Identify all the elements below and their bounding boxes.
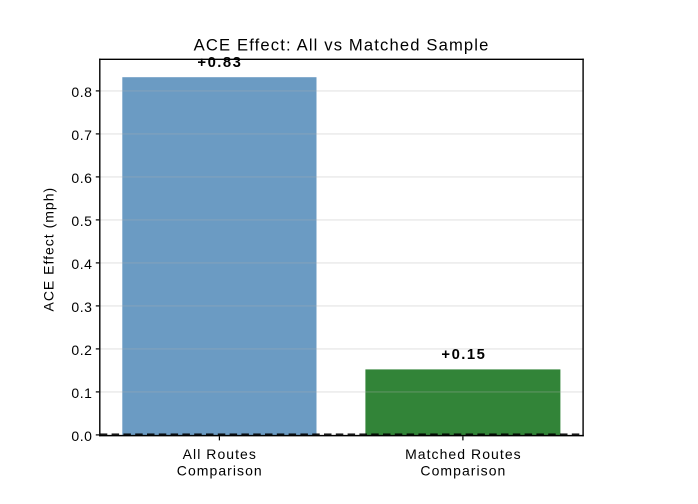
svg-text:0.5: 0.5 [71,213,92,229]
svg-text:0.7: 0.7 [71,127,92,143]
svg-text:0.4: 0.4 [71,256,92,272]
svg-text:0.8: 0.8 [71,84,92,100]
svg-text:+0.15: +0.15 [441,347,486,363]
svg-text:Comparison: Comparison [420,463,506,479]
svg-text:Matched Routes: Matched Routes [405,446,522,462]
svg-text:0.3: 0.3 [71,299,92,315]
svg-text:0.0: 0.0 [71,428,92,444]
svg-text:+0.83: +0.83 [197,55,242,71]
svg-text:0.6: 0.6 [71,170,92,186]
svg-text:ACE Effect: All vs Matched Sam: ACE Effect: All vs Matched Sample [194,35,490,54]
svg-text:0.1: 0.1 [71,385,92,401]
svg-text:0.2: 0.2 [71,342,92,358]
svg-text:ACE Effect (mph): ACE Effect (mph) [40,187,56,312]
svg-text:All Routes: All Routes [183,446,257,462]
svg-text:Comparison: Comparison [177,463,263,479]
